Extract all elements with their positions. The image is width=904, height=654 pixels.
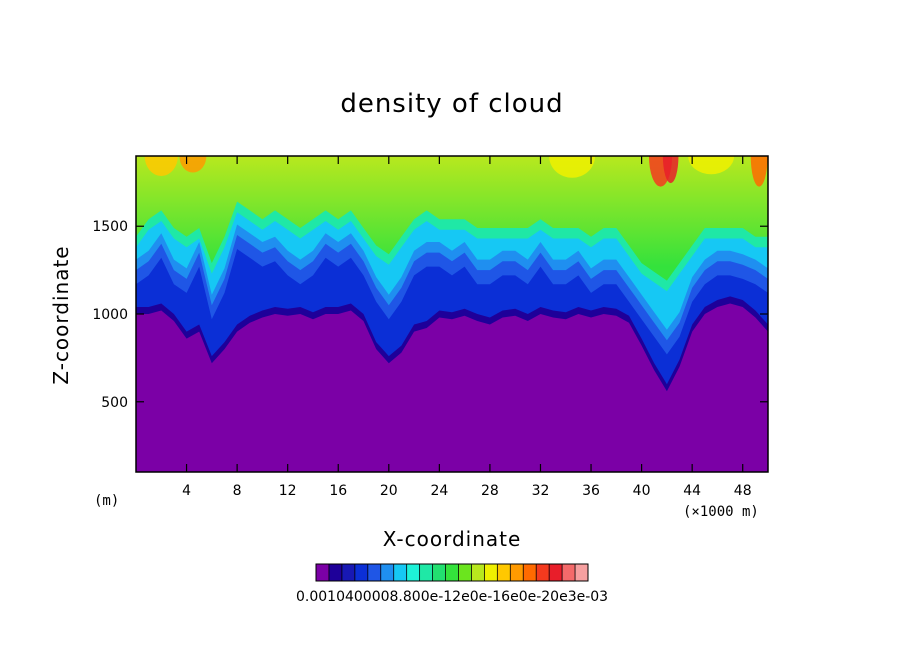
colorbar-swatch-9 bbox=[432, 564, 447, 581]
colorbar-frame bbox=[315, 563, 589, 582]
x-tick-label-44: 44 bbox=[683, 483, 701, 499]
colorbar-swatch-8 bbox=[419, 564, 434, 581]
x-axis-label: X-coordinate bbox=[383, 527, 522, 551]
x-axis-ticks: 4 8 12 16 20 24 28 32 36 40 44 48 bbox=[182, 156, 752, 499]
colorbar-swatch-0 bbox=[316, 564, 330, 581]
x-tick-label-28: 28 bbox=[481, 483, 499, 499]
x-tick-label-36: 36 bbox=[582, 483, 600, 499]
x-tick-label-4: 4 bbox=[182, 483, 191, 499]
colorbar-swatch-4 bbox=[367, 564, 382, 581]
colorbar bbox=[315, 563, 589, 582]
x-tick-label-32: 32 bbox=[532, 483, 550, 499]
x-tick-label-48: 48 bbox=[734, 483, 752, 499]
colorbar-labels: 0.0010400008.800e-12e0e-16e0e-20e3e-03 bbox=[296, 589, 608, 605]
x-tick-label-16: 16 bbox=[329, 483, 347, 499]
x-tick-label-12: 12 bbox=[279, 483, 297, 499]
colorbar-swatch-5 bbox=[380, 564, 395, 581]
colorbar-swatch-19 bbox=[562, 564, 576, 581]
x-tick-label-40: 40 bbox=[633, 483, 651, 499]
colorbar-swatch-16 bbox=[523, 564, 537, 581]
warm-spot-6 bbox=[688, 156, 735, 175]
colorbar-swatch-18 bbox=[549, 564, 563, 581]
colorbar-swatch-11 bbox=[458, 564, 472, 581]
colorbar-swatch-20 bbox=[575, 564, 589, 581]
colorbar-swatch-3 bbox=[354, 564, 369, 581]
warm-spot-4 bbox=[662, 156, 679, 184]
y-axis-ticks: 500 1000 1500 bbox=[92, 219, 768, 411]
colorbar-swatch-6 bbox=[393, 564, 408, 581]
x-tick-label-24: 24 bbox=[430, 483, 448, 499]
colorbar-swatch-15 bbox=[510, 564, 524, 581]
colorbar-swatch-12 bbox=[471, 564, 485, 581]
x-unit-label: (×1000 m) bbox=[683, 504, 759, 520]
y-unit-label: (m) bbox=[94, 493, 119, 509]
y-tick-label-500: 500 bbox=[101, 395, 128, 411]
y-axis-label: Z-coordinate bbox=[49, 245, 73, 384]
warm-spot-2 bbox=[549, 156, 596, 178]
y-tick-label-1500: 1500 bbox=[92, 219, 128, 235]
colorbar-swatch-13 bbox=[484, 564, 498, 581]
chart-title: density of cloud bbox=[340, 89, 563, 119]
colorbar-swatch-1 bbox=[328, 564, 343, 581]
colorbar-swatch-10 bbox=[445, 564, 459, 581]
warm-spot-5 bbox=[750, 156, 768, 187]
colorbar-swatch-7 bbox=[406, 564, 421, 581]
contour-band-zero bbox=[136, 303, 768, 472]
colorbar-swatch-17 bbox=[536, 564, 550, 581]
contour-plot-area bbox=[136, 156, 768, 472]
y-tick-label-1000: 1000 bbox=[92, 307, 128, 323]
colorbar-swatch-2 bbox=[341, 564, 356, 581]
x-tick-label-20: 20 bbox=[380, 483, 398, 499]
x-tick-label-8: 8 bbox=[233, 483, 242, 499]
colorbar-swatch-14 bbox=[497, 564, 511, 581]
warm-spot-0 bbox=[144, 156, 178, 177]
